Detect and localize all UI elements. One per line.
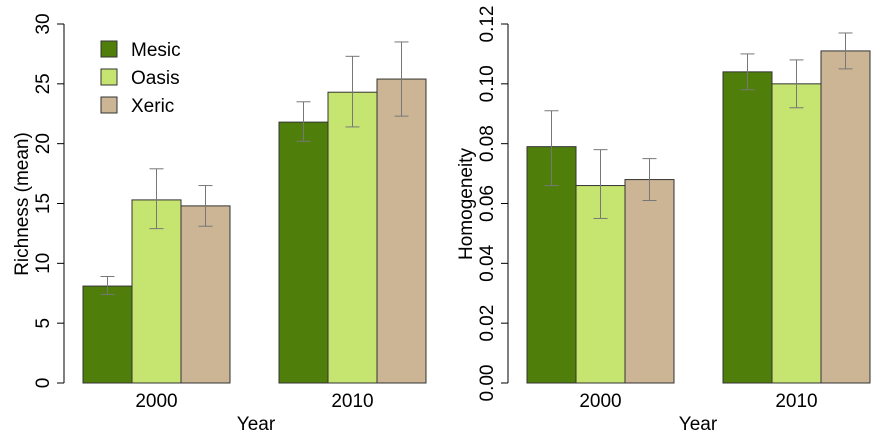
chart2-y-tick-label: 0.10	[477, 65, 498, 102]
chart2-y-tick-label: 0.00	[477, 365, 498, 402]
chart1-bar-mesic-2010	[278, 121, 329, 384]
chart2-y-tick-label: 0.06	[477, 185, 498, 222]
chart1-legend-swatch-mesic	[100, 40, 118, 58]
chart2-y-tick-label: 0.12	[477, 6, 498, 43]
chart1-bar-xeric-2010	[376, 78, 427, 384]
chart1-bar-oasis-2000	[131, 199, 182, 384]
chart1-legend-swatch-oasis	[100, 68, 118, 86]
chart1-legend-label-xeric: Xeric	[131, 96, 174, 117]
chart2-x-axis-title: Year	[679, 414, 718, 435]
chart2-x-category-label: 2010	[775, 391, 817, 412]
chart1-x-category-label: 2010	[331, 391, 373, 412]
chart2-bar-mesic-2010	[722, 71, 773, 384]
chart1-y-axis-title: Richness (mean)	[12, 132, 33, 276]
chart2-bar-xeric-2000	[624, 179, 675, 384]
chart2-x-category-label: 2000	[579, 391, 621, 412]
chart1-y-tick-label: 15	[33, 193, 54, 214]
chart1-bar-xeric-2000	[180, 205, 231, 384]
chart2-y-tick-label: 0.02	[477, 305, 498, 342]
chart1-x-axis-title: Year	[237, 414, 276, 435]
chart2-bar-xeric-2010	[820, 50, 871, 384]
chart1-y-tick-label: 5	[33, 318, 54, 329]
chart2-y-axis-title: Homogeneity	[456, 148, 477, 260]
chart1-y-tick-label: 20	[33, 133, 54, 154]
chart2-y-tick-label: 0.04	[477, 244, 498, 281]
chart1-x-category-label: 2000	[135, 391, 177, 412]
chart1-legend-label-mesic: Mesic	[131, 40, 181, 61]
chart1-y-tick-label: 30	[33, 13, 54, 34]
chart1-y-tick-label: 0	[33, 378, 54, 389]
chart1-legend-label-oasis: Oasis	[131, 68, 180, 89]
chart1-legend-swatch-xeric	[100, 96, 118, 114]
chart1-bar-mesic-2000	[82, 285, 133, 384]
chart2-bar-oasis-2010	[771, 83, 822, 384]
chart1-y-tick-label: 25	[33, 73, 54, 94]
chart2-y-tick-label: 0.08	[477, 125, 498, 162]
chart1-y-tick-label: 10	[33, 253, 54, 274]
chart1-bar-oasis-2010	[327, 91, 378, 384]
